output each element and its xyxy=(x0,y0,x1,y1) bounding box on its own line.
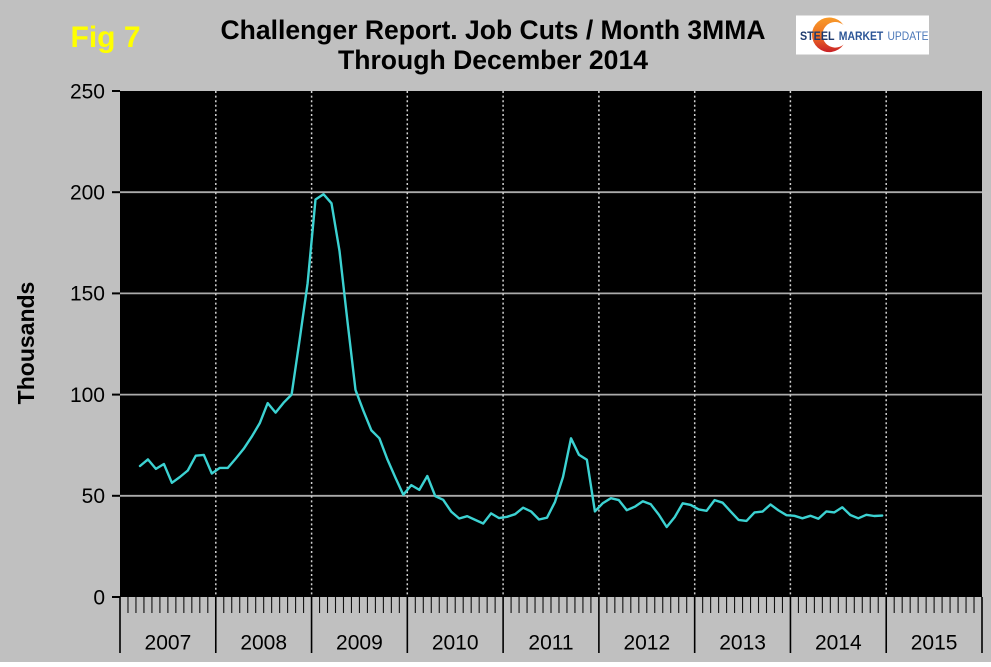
svg-text:50: 50 xyxy=(82,485,105,508)
svg-text:250: 250 xyxy=(70,80,105,103)
svg-text:UPDATE: UPDATE xyxy=(888,31,929,43)
svg-text:0: 0 xyxy=(93,586,105,609)
svg-text:2011: 2011 xyxy=(528,632,573,655)
svg-text:2014: 2014 xyxy=(815,632,862,655)
svg-text:2007: 2007 xyxy=(145,632,192,655)
svg-text:2008: 2008 xyxy=(240,632,287,655)
svg-text:2012: 2012 xyxy=(623,632,670,655)
svg-text:2010: 2010 xyxy=(432,632,479,655)
svg-text:Through December 2014: Through December 2014 xyxy=(338,45,648,75)
svg-text:200: 200 xyxy=(70,182,105,205)
svg-text:Challenger Report. Job Cuts /: Challenger Report. Job Cuts / Month 3MMA xyxy=(221,15,766,45)
svg-text:Thousands: Thousands xyxy=(13,282,39,405)
svg-text:150: 150 xyxy=(70,283,105,306)
svg-text:STEEL: STEEL xyxy=(800,31,835,43)
svg-text:2009: 2009 xyxy=(336,632,383,655)
svg-text:MARKET: MARKET xyxy=(839,31,884,43)
svg-text:100: 100 xyxy=(70,384,105,407)
svg-text:Fig 7: Fig 7 xyxy=(71,21,141,54)
svg-text:2015: 2015 xyxy=(911,632,958,655)
svg-text:2013: 2013 xyxy=(719,632,766,655)
